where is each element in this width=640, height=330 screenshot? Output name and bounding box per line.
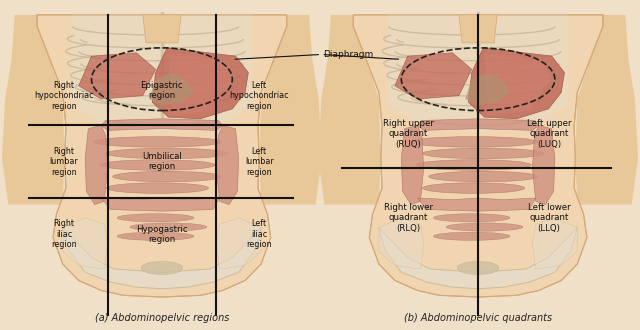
Polygon shape — [216, 125, 239, 205]
Ellipse shape — [457, 261, 499, 275]
Ellipse shape — [446, 223, 523, 231]
Polygon shape — [152, 48, 248, 119]
Ellipse shape — [117, 232, 194, 240]
Ellipse shape — [433, 214, 510, 222]
Polygon shape — [37, 15, 287, 297]
Text: Epigastric
region: Epigastric region — [141, 81, 183, 100]
Polygon shape — [484, 53, 552, 116]
Text: Hypogastric
region: Hypogastric region — [136, 225, 188, 244]
Polygon shape — [575, 15, 638, 205]
Ellipse shape — [106, 183, 209, 193]
Polygon shape — [459, 15, 497, 43]
Polygon shape — [318, 15, 381, 205]
Ellipse shape — [410, 137, 538, 147]
Polygon shape — [143, 15, 181, 43]
Ellipse shape — [433, 232, 510, 240]
Polygon shape — [72, 13, 252, 132]
Text: Right
iliac
region: Right iliac region — [51, 219, 77, 249]
Polygon shape — [149, 73, 194, 106]
Text: Umbilical
region: Umbilical region — [142, 152, 182, 171]
Text: Left
iliac
region: Left iliac region — [246, 219, 272, 249]
Polygon shape — [532, 218, 577, 269]
Text: Right
hypochondriac
region: Right hypochondriac region — [34, 81, 94, 111]
Text: (a) Abdominopelvic regions: (a) Abdominopelvic regions — [95, 313, 229, 323]
Polygon shape — [388, 13, 568, 132]
Text: Left lower
quadrant
(LLQ): Left lower quadrant (LLQ) — [528, 203, 570, 233]
Polygon shape — [395, 53, 472, 99]
Polygon shape — [216, 218, 261, 269]
Polygon shape — [417, 198, 536, 211]
Ellipse shape — [141, 261, 183, 275]
Polygon shape — [2, 15, 65, 205]
Polygon shape — [353, 15, 603, 297]
Polygon shape — [85, 125, 108, 205]
Ellipse shape — [429, 171, 538, 182]
Text: Diaphragm: Diaphragm — [323, 50, 374, 59]
Polygon shape — [168, 53, 236, 116]
Ellipse shape — [422, 183, 525, 193]
Ellipse shape — [93, 137, 221, 147]
Text: Right lower
quadrant
(RLQ): Right lower quadrant (RLQ) — [384, 203, 433, 233]
Ellipse shape — [106, 148, 228, 159]
Polygon shape — [379, 218, 424, 269]
Polygon shape — [63, 218, 108, 269]
Ellipse shape — [117, 214, 194, 222]
Text: Right
lumbar
region: Right lumbar region — [50, 147, 78, 177]
Polygon shape — [465, 73, 510, 106]
Polygon shape — [417, 119, 539, 130]
Text: Left
hypochondriac
region: Left hypochondriac region — [229, 81, 289, 111]
Polygon shape — [532, 125, 555, 205]
Polygon shape — [468, 48, 564, 119]
Ellipse shape — [100, 160, 215, 170]
Text: (b) Abdominopelvic quadrants: (b) Abdominopelvic quadrants — [404, 313, 552, 323]
Ellipse shape — [130, 223, 207, 231]
Polygon shape — [101, 198, 220, 211]
Text: Right upper
quadrant
(RUQ): Right upper quadrant (RUQ) — [383, 119, 434, 148]
Polygon shape — [259, 15, 322, 205]
Polygon shape — [101, 119, 223, 130]
Polygon shape — [63, 228, 261, 289]
Ellipse shape — [422, 148, 544, 159]
Polygon shape — [401, 125, 424, 205]
Polygon shape — [379, 228, 577, 289]
Ellipse shape — [113, 171, 221, 182]
Polygon shape — [79, 53, 156, 99]
Text: Left upper
quadrant
(LUQ): Left upper quadrant (LUQ) — [527, 119, 572, 148]
Ellipse shape — [416, 160, 531, 170]
Text: Left
lumbar
region: Left lumbar region — [245, 147, 273, 177]
